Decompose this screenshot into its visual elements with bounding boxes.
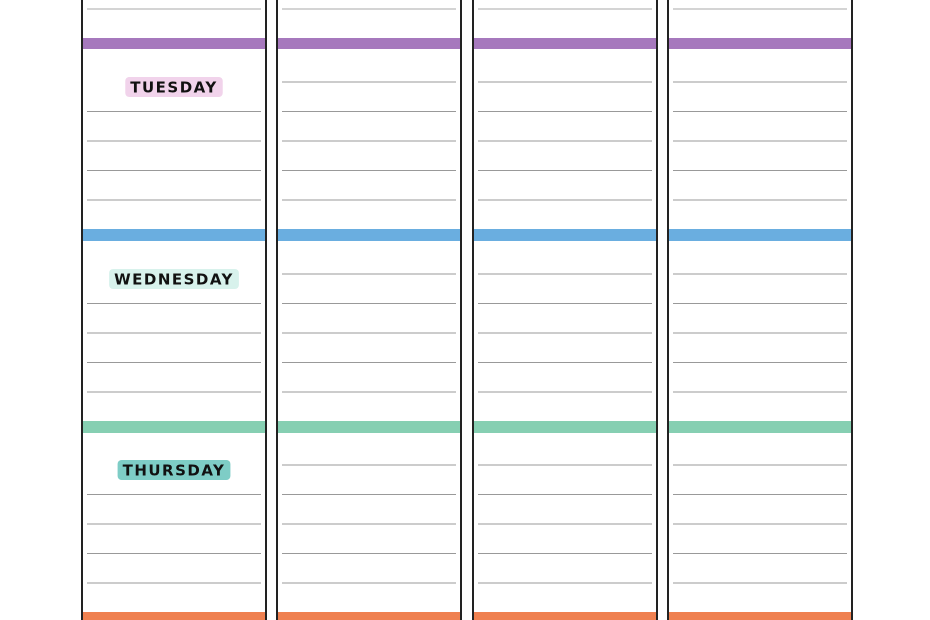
day-label: TUESDAY	[130, 79, 217, 97]
color-bar	[82, 38, 267, 49]
color-bar	[473, 229, 658, 241]
color-bar	[668, 229, 853, 241]
color-bar	[277, 229, 462, 241]
day-tag	[117, 460, 231, 480]
color-bar	[668, 612, 853, 620]
color-bar	[277, 612, 462, 620]
color-bar	[277, 421, 462, 433]
day-tag	[109, 269, 239, 289]
color-bar	[668, 38, 853, 49]
color-bar	[277, 38, 462, 49]
color-bar	[473, 38, 658, 49]
day-tag	[125, 77, 223, 97]
color-bar	[82, 612, 267, 620]
color-bar	[82, 229, 267, 241]
day-label: WEDNESDAY	[114, 271, 234, 289]
color-bar	[473, 421, 658, 433]
day-label: THURSDAY	[123, 462, 226, 480]
color-bar	[473, 612, 658, 620]
color-bar	[668, 421, 853, 433]
color-bar	[82, 421, 267, 433]
